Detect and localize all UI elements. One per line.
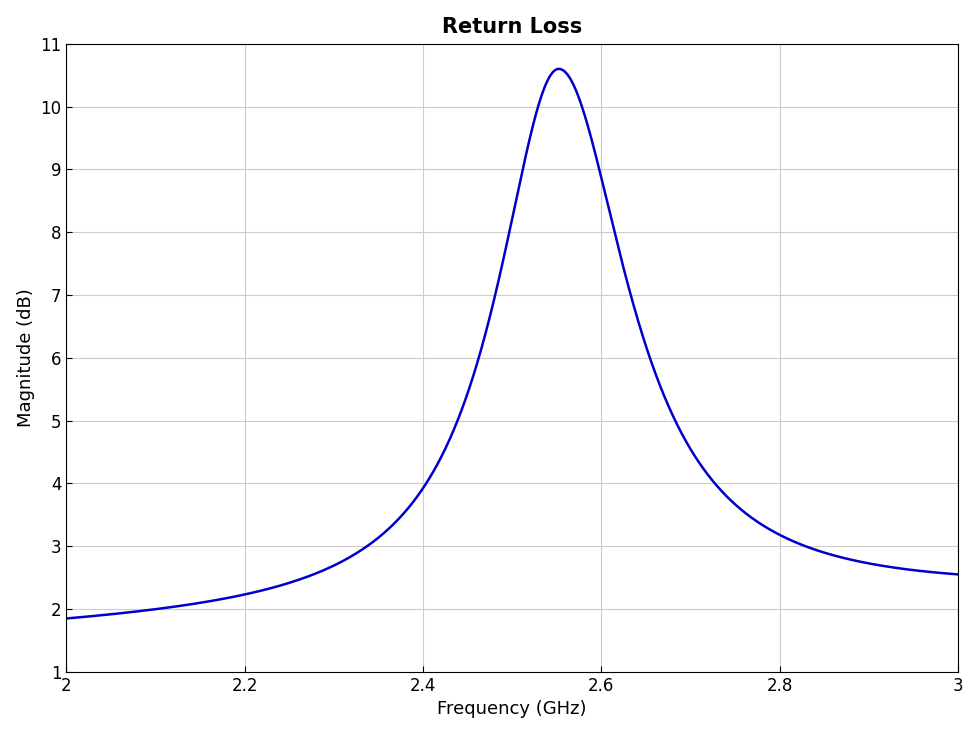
Title: Return Loss: Return Loss xyxy=(442,17,582,37)
X-axis label: Frequency (GHz): Frequency (GHz) xyxy=(437,700,587,718)
Y-axis label: Magnitude (dB): Magnitude (dB) xyxy=(17,288,34,427)
